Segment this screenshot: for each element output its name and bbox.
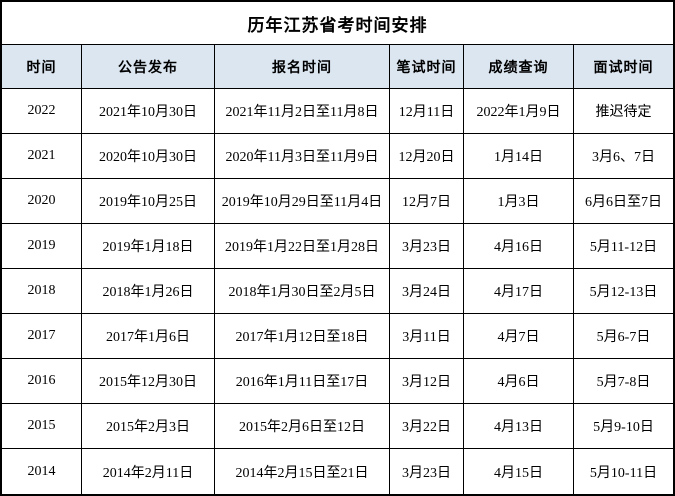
cell-announcement: 2021年10月30日 bbox=[82, 89, 215, 134]
cell-score-inquiry: 4月16日 bbox=[464, 224, 574, 269]
header-cell-announcement: 公告发布 bbox=[82, 45, 215, 89]
cell-year: 2022 bbox=[2, 89, 82, 134]
cell-written-exam: 3月11日 bbox=[390, 314, 464, 359]
table-row-2014: 2014 2014年2月11日 2014年2月15日至21日 3月23日 4月1… bbox=[2, 449, 673, 494]
header-cell-written-exam: 笔试时间 bbox=[390, 45, 464, 89]
cell-written-exam: 3月12日 bbox=[390, 359, 464, 404]
cell-score-inquiry: 4月15日 bbox=[464, 449, 574, 494]
cell-registration: 2017年1月12日至18日 bbox=[215, 314, 390, 359]
cell-interview: 3月6、7日 bbox=[574, 134, 673, 179]
cell-announcement: 2014年2月11日 bbox=[82, 449, 215, 494]
cell-score-inquiry: 4月17日 bbox=[464, 269, 574, 314]
table-row-2018: 2018 2018年1月26日 2018年1月30日至2月5日 3月24日 4月… bbox=[2, 269, 673, 314]
table-row-2019: 2019 2019年1月18日 2019年1月22日至1月28日 3月23日 4… bbox=[2, 224, 673, 269]
cell-interview: 5月6-7日 bbox=[574, 314, 673, 359]
cell-announcement: 2018年1月26日 bbox=[82, 269, 215, 314]
table-row-2015: 2015 2015年2月3日 2015年2月6日至12日 3月22日 4月13日… bbox=[2, 404, 673, 449]
table-row-2017: 2017 2017年1月6日 2017年1月12日至18日 3月11日 4月7日… bbox=[2, 314, 673, 359]
cell-announcement: 2019年1月18日 bbox=[82, 224, 215, 269]
cell-year: 2019 bbox=[2, 224, 82, 269]
cell-registration: 2014年2月15日至21日 bbox=[215, 449, 390, 494]
cell-interview: 推迟待定 bbox=[574, 89, 673, 134]
cell-registration: 2019年1月22日至1月28日 bbox=[215, 224, 390, 269]
cell-year: 2017 bbox=[2, 314, 82, 359]
cell-announcement: 2019年10月25日 bbox=[82, 179, 215, 224]
cell-interview: 5月7-8日 bbox=[574, 359, 673, 404]
table-row-2021: 2021 2020年10月30日 2020年11月3日至11月9日 12月20日… bbox=[2, 134, 673, 179]
cell-year: 2015 bbox=[2, 404, 82, 449]
table-row-2016: 2016 2015年12月30日 2016年1月11日至17日 3月12日 4月… bbox=[2, 359, 673, 404]
cell-written-exam: 12月20日 bbox=[390, 134, 464, 179]
cell-interview: 5月11-12日 bbox=[574, 224, 673, 269]
table-row-2020: 2020 2019年10月25日 2019年10月29日至11月4日 12月7日… bbox=[2, 179, 673, 224]
table-title: 历年江苏省考时间安排 bbox=[2, 2, 673, 45]
cell-registration: 2021年11月2日至11月8日 bbox=[215, 89, 390, 134]
cell-written-exam: 12月7日 bbox=[390, 179, 464, 224]
cell-year: 2016 bbox=[2, 359, 82, 404]
cell-registration: 2015年2月6日至12日 bbox=[215, 404, 390, 449]
cell-interview: 5月10-11日 bbox=[574, 449, 673, 494]
cell-announcement: 2015年12月30日 bbox=[82, 359, 215, 404]
cell-year: 2018 bbox=[2, 269, 82, 314]
cell-written-exam: 3月22日 bbox=[390, 404, 464, 449]
cell-year: 2020 bbox=[2, 179, 82, 224]
cell-score-inquiry: 4月7日 bbox=[464, 314, 574, 359]
cell-written-exam: 3月23日 bbox=[390, 224, 464, 269]
cell-registration: 2019年10月29日至11月4日 bbox=[215, 179, 390, 224]
header-cell-registration: 报名时间 bbox=[215, 45, 390, 89]
cell-written-exam: 3月23日 bbox=[390, 449, 464, 494]
cell-interview: 5月12-13日 bbox=[574, 269, 673, 314]
cell-written-exam: 12月11日 bbox=[390, 89, 464, 134]
cell-announcement: 2017年1月6日 bbox=[82, 314, 215, 359]
header-cell-score-inquiry: 成绩查询 bbox=[464, 45, 574, 89]
cell-interview: 5月9-10日 bbox=[574, 404, 673, 449]
cell-written-exam: 3月24日 bbox=[390, 269, 464, 314]
cell-score-inquiry: 2022年1月9日 bbox=[464, 89, 574, 134]
cell-score-inquiry: 4月13日 bbox=[464, 404, 574, 449]
cell-announcement: 2015年2月3日 bbox=[82, 404, 215, 449]
table-row-2022: 2022 2021年10月30日 2021年11月2日至11月8日 12月11日… bbox=[2, 89, 673, 134]
cell-score-inquiry: 4月6日 bbox=[464, 359, 574, 404]
cell-registration: 2016年1月11日至17日 bbox=[215, 359, 390, 404]
cell-announcement: 2020年10月30日 bbox=[82, 134, 215, 179]
header-cell-time: 时间 bbox=[2, 45, 82, 89]
cell-score-inquiry: 1月14日 bbox=[464, 134, 574, 179]
cell-registration: 2020年11月3日至11月9日 bbox=[215, 134, 390, 179]
table-header-row: 时间 公告发布 报名时间 笔试时间 成绩查询 面试时间 bbox=[2, 45, 673, 89]
cell-score-inquiry: 1月3日 bbox=[464, 179, 574, 224]
cell-year: 2014 bbox=[2, 449, 82, 494]
cell-interview: 6月6日至7日 bbox=[574, 179, 673, 224]
header-cell-interview: 面试时间 bbox=[574, 45, 673, 89]
cell-registration: 2018年1月30日至2月5日 bbox=[215, 269, 390, 314]
cell-year: 2021 bbox=[2, 134, 82, 179]
